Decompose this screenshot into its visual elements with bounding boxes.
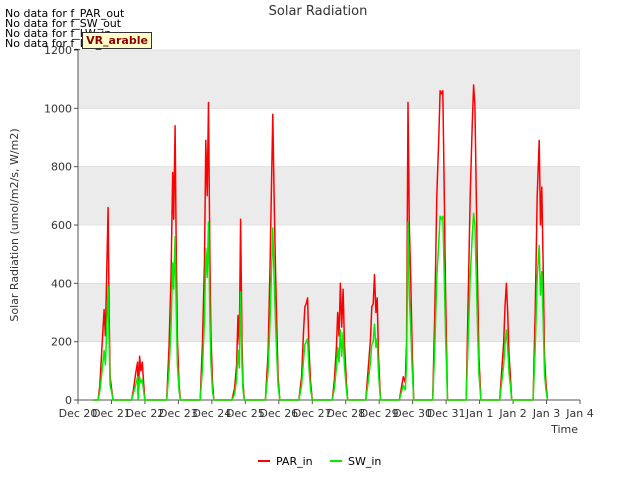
y-tick-label: 800 bbox=[51, 161, 72, 174]
chart-title: Solar Radiation bbox=[269, 4, 368, 19]
x-tick-label: Dec 24 bbox=[192, 407, 231, 420]
no-data-message: No data for f_SW_out bbox=[5, 17, 122, 30]
legend-label: PAR_in bbox=[276, 455, 313, 468]
background-band bbox=[78, 225, 580, 284]
x-tick-label: Jan 2 bbox=[498, 407, 526, 420]
x-tick-label: Dec 28 bbox=[326, 407, 365, 420]
x-tick-label: Dec 31 bbox=[427, 407, 466, 420]
x-axis-label: Time bbox=[550, 423, 578, 436]
background-band bbox=[78, 50, 580, 109]
legend-label: SW_in bbox=[348, 455, 381, 468]
x-tick-label: Jan 1 bbox=[465, 407, 493, 420]
x-tick-label: Dec 23 bbox=[159, 407, 198, 420]
y-tick-label: 400 bbox=[51, 277, 72, 290]
y-tick-label: 200 bbox=[51, 336, 72, 349]
background-band bbox=[78, 108, 580, 167]
y-tick-label: 0 bbox=[65, 394, 72, 407]
background-bands bbox=[78, 50, 580, 400]
x-tick-label: Dec 25 bbox=[226, 407, 265, 420]
x-tick-label: Dec 26 bbox=[259, 407, 298, 420]
x-tick-label: Dec 21 bbox=[92, 407, 131, 420]
y-axis-label: Solar Radiation (umol/m2/s, W/m2) bbox=[8, 128, 21, 321]
x-tick-label: Jan 3 bbox=[532, 407, 560, 420]
x-tick-label: Jan 4 bbox=[565, 407, 593, 420]
no-data-message: No data for f_LW_out bbox=[5, 37, 120, 50]
y-tick-label: 1200 bbox=[44, 44, 72, 57]
y-tick-label: 1000 bbox=[44, 102, 72, 115]
background-band bbox=[78, 341, 580, 400]
series-line-SW_in bbox=[93, 212, 549, 401]
legend: PAR_in SW_in bbox=[258, 455, 381, 468]
background-band bbox=[78, 283, 580, 342]
x-tick-label: Dec 22 bbox=[126, 407, 165, 420]
no-data-message: No data for f_LW_in bbox=[5, 27, 112, 40]
x-tick-label: Dec 20 bbox=[59, 407, 98, 420]
x-tick-label: Dec 29 bbox=[360, 407, 399, 420]
no-data-message: No data for f_PAR_out bbox=[5, 7, 125, 20]
series-lines bbox=[93, 84, 549, 401]
y-tick-label: 600 bbox=[51, 219, 72, 232]
x-tick-label: Dec 27 bbox=[293, 407, 332, 420]
x-tick-label: Dec 30 bbox=[393, 407, 432, 420]
background-band bbox=[78, 166, 580, 225]
site-badge: VR_arable bbox=[82, 32, 152, 49]
